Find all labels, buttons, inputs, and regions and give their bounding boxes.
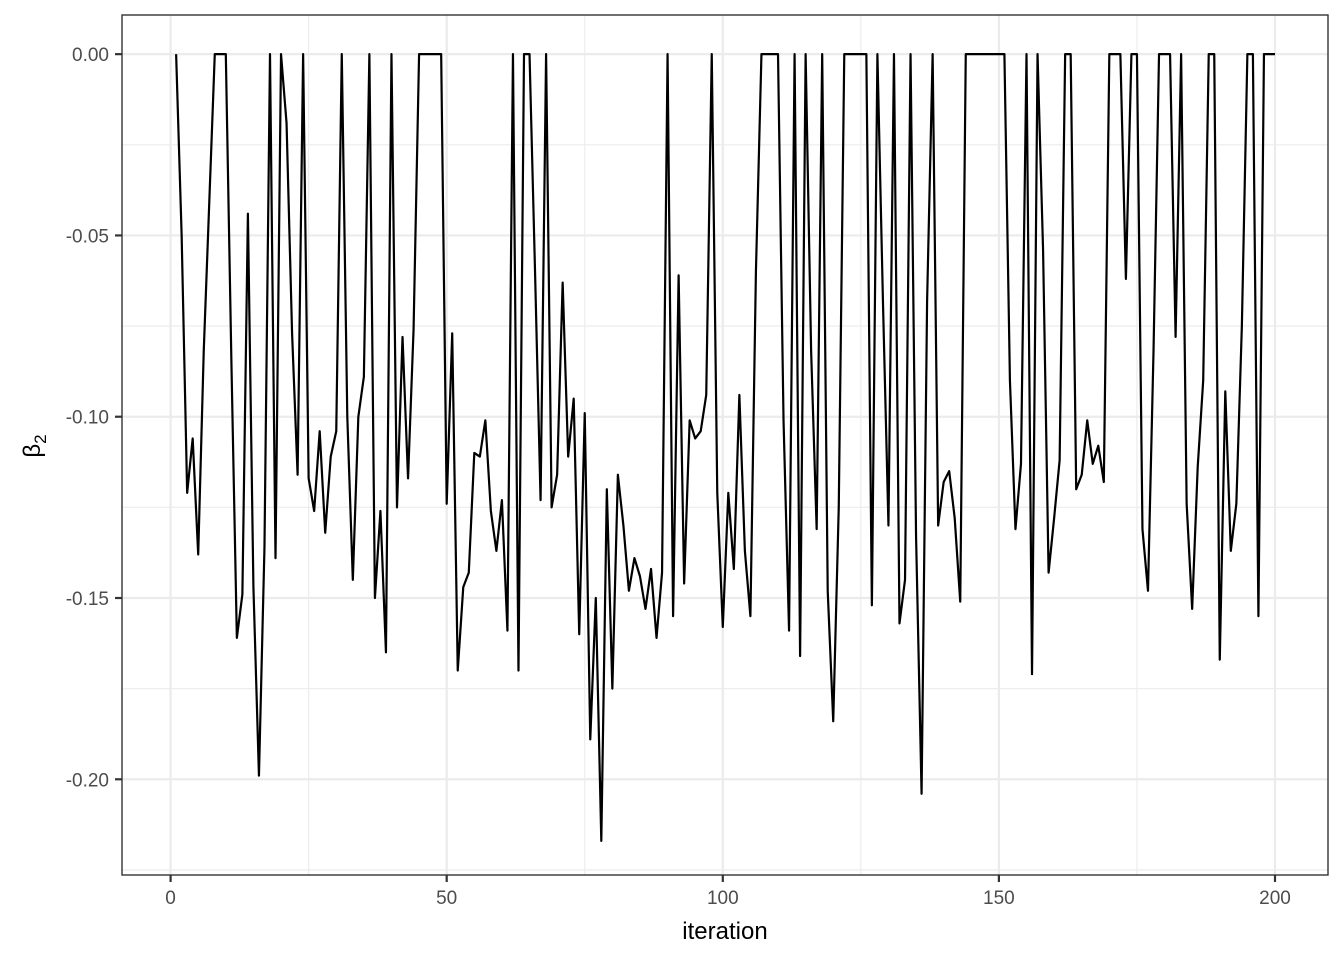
plot-panel-border: [121, 14, 1329, 876]
y-axis-title-subscript: 2: [31, 434, 50, 443]
x-tick-label: 150: [983, 888, 1015, 909]
y-tick-label: -0.05: [66, 226, 109, 247]
y-axis-title-main: β: [19, 444, 46, 458]
y-tick-label: -0.15: [66, 589, 109, 610]
beta-2-trace-line: [175, 53, 1275, 843]
y-axis-title: β2: [19, 434, 50, 457]
x-tick-label: 50: [436, 888, 457, 909]
y-tick-label: -0.20: [66, 770, 109, 791]
y-tick-label: 0.00: [72, 45, 109, 66]
y-axis: 0.00 -0.05 -0.10 -0.15 -0.20: [66, 45, 122, 791]
x-tick-label: 100: [707, 888, 739, 909]
x-tick-label: 200: [1259, 888, 1291, 909]
x-tick-label: 0: [165, 888, 176, 909]
x-axis: 0 50 100 150 200: [165, 875, 1291, 909]
y-tick-label: -0.10: [66, 408, 109, 429]
x-axis-title: iteration: [682, 918, 767, 945]
